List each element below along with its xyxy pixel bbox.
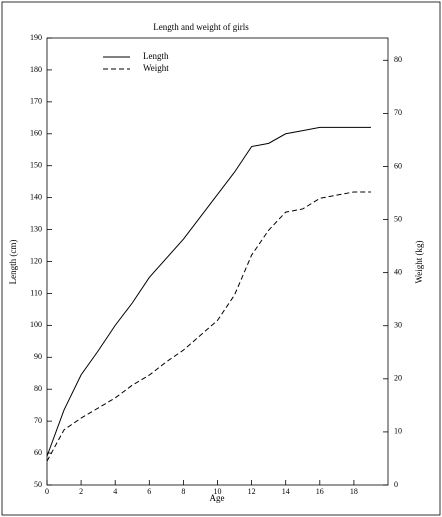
x-tick-label: 12: [248, 487, 256, 496]
x-tick-label: 4: [113, 487, 117, 496]
series-line: [46, 191, 371, 462]
x-tick-label: 16: [316, 487, 324, 496]
y2-tick-label: 0: [394, 480, 398, 489]
y-axis-label: Length (cm): [8, 240, 18, 285]
y2-tick-label: 30: [394, 321, 402, 330]
chart-title: Length and weight of girls: [153, 22, 249, 32]
y2-tick-label: 20: [394, 374, 402, 383]
x-axis-label: Age: [210, 493, 225, 503]
y-tick-label: 190: [30, 33, 42, 42]
x-tick-label: 18: [350, 487, 358, 496]
y-tick-label: 80: [34, 384, 42, 393]
plot-area: [46, 37, 389, 486]
x-tick-label: 10: [214, 487, 222, 496]
legend-label: Weight: [143, 63, 169, 73]
series-line: [46, 126, 371, 457]
y-tick-label: 130: [30, 224, 42, 233]
y-tick-label: 60: [34, 448, 42, 457]
x-tick-label: 2: [79, 487, 83, 496]
x-tick-label: 6: [147, 487, 151, 496]
y-tick-label: 170: [30, 97, 42, 106]
y-tick-label: 90: [34, 352, 42, 361]
x-tick-label: 14: [282, 487, 290, 496]
x-tick-label: 8: [181, 487, 185, 496]
y2-tick-label: 10: [394, 427, 402, 436]
y2-axis-label: Weight (kg): [414, 240, 424, 283]
y-tick-label: 180: [30, 65, 42, 74]
y2-tick-label: 80: [394, 55, 402, 64]
y-tick-label: 160: [30, 129, 42, 138]
y-tick-label: 120: [30, 256, 42, 265]
y-tick-label: 140: [30, 192, 42, 201]
y-tick-label: 70: [34, 416, 42, 425]
y-tick-label: 110: [30, 288, 42, 297]
legend-label: Length: [143, 51, 169, 61]
y-tick-label: 150: [30, 161, 42, 170]
y2-tick-label: 40: [394, 267, 402, 276]
y-tick-label: 50: [34, 480, 42, 489]
y2-tick-label: 60: [394, 161, 402, 170]
y2-tick-label: 50: [394, 214, 402, 223]
x-tick-label: 0: [45, 487, 49, 496]
y2-tick-label: 70: [394, 108, 402, 117]
y-tick-label: 100: [30, 320, 42, 329]
